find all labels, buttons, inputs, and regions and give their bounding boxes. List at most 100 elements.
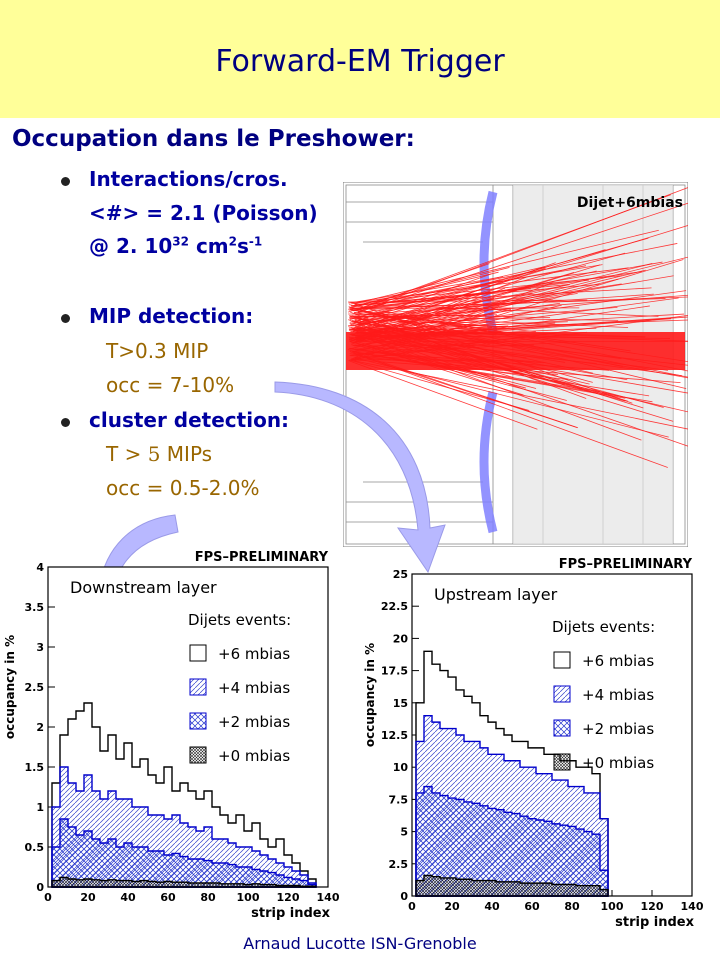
particle-track <box>355 313 685 333</box>
y-tick-label: 7.5 <box>389 793 409 806</box>
y-axis-label: occupancy in % <box>363 643 377 747</box>
y-tick-label: 3 <box>36 641 44 654</box>
title-banner <box>0 0 720 118</box>
y-tick-label: 0 <box>36 881 44 894</box>
section-heading: Occupation dans le Preshower: <box>12 126 415 152</box>
arrow-right <box>274 381 446 574</box>
y-tick-label: 0 <box>400 890 408 903</box>
y-tick-label: 17.5 <box>381 665 408 678</box>
particle-track <box>348 360 538 430</box>
x-tick-label: 60 <box>160 891 176 904</box>
particle-track <box>347 283 622 327</box>
mip-occupancy: occ = 7-10% <box>106 373 235 397</box>
particle-track <box>349 314 487 318</box>
particle-track <box>353 256 688 341</box>
preshower-lower <box>479 390 498 534</box>
particle-track <box>354 287 652 306</box>
legend-swatch <box>189 712 207 730</box>
x-tick-label: 60 <box>524 900 540 913</box>
legend-entry: +4 mbias <box>218 679 290 697</box>
x-tick-label: 140 <box>317 891 340 904</box>
legend-entry: +0 mbias <box>582 754 654 772</box>
x-tick-label: 100 <box>237 891 260 904</box>
y-tick-label: 1.5 <box>25 761 45 774</box>
x-tick-label: 40 <box>120 891 136 904</box>
slide-title: Forward-EM Trigger <box>215 44 505 79</box>
series-2-mbias <box>415 785 609 897</box>
footer-credit: Arnaud Lucotte ISN-Grenoble <box>243 934 477 953</box>
x-tick-label: 120 <box>277 891 300 904</box>
preliminary-stamp: FPS–PRELIMINARY <box>559 557 693 572</box>
event-label: Dijet+6mbias <box>577 195 683 211</box>
legend-swatch <box>189 678 207 696</box>
x-tick-label: 140 <box>681 900 704 913</box>
y-tick-label: 0.5 <box>25 841 45 854</box>
particle-track <box>354 229 659 304</box>
series-0-mbias <box>415 874 609 897</box>
y-tick-label: 10 <box>393 761 409 774</box>
cluster-occupancy: occ = 0.5-2.0% <box>106 476 260 500</box>
x-tick-label: 20 <box>444 900 460 913</box>
particle-track <box>348 267 629 304</box>
bullet-dot <box>61 314 70 323</box>
x-tick-label: 40 <box>484 900 500 913</box>
bullet-interactions: Interactions/cros. <box>89 167 288 191</box>
legend-swatch <box>189 746 207 764</box>
legend-entry: +2 mbias <box>582 720 654 738</box>
particle-track <box>348 298 666 309</box>
legend-entry: +6 mbias <box>582 652 654 670</box>
plot-title: Downstream layer <box>70 578 217 597</box>
track-bundle <box>346 187 688 468</box>
legend-swatch <box>553 719 571 737</box>
particle-track <box>349 351 668 468</box>
particle-track <box>349 292 533 325</box>
legend-swatch <box>553 685 571 703</box>
preliminary-stamp: FPS–PRELIMINARY <box>195 550 329 565</box>
legend-swatch <box>553 753 571 771</box>
y-tick-label: 5 <box>400 826 408 839</box>
legend-entry: +4 mbias <box>582 686 654 704</box>
legend-entry: +0 mbias <box>218 747 290 765</box>
particle-track <box>355 319 688 333</box>
x-axis-label: strip index <box>251 906 330 921</box>
y-tick-label: 20 <box>393 632 409 645</box>
particle-track <box>355 271 643 311</box>
x-tick-label: 100 <box>601 900 624 913</box>
y-tick-label: 3.5 <box>25 601 45 614</box>
x-axis-label: strip index <box>615 915 694 930</box>
particle-track <box>354 252 626 328</box>
bullet-cluster-detection: cluster detection: <box>89 408 290 432</box>
y-tick-label: 4 <box>36 561 44 574</box>
x-tick-label: 0 <box>44 891 52 904</box>
particle-track <box>352 266 545 312</box>
legend-swatch <box>553 651 571 669</box>
particle-track <box>349 279 501 320</box>
x-tick-label: 80 <box>200 891 216 904</box>
x-tick-label: 0 <box>408 900 416 913</box>
y-tick-label: 1 <box>36 801 44 814</box>
particle-track <box>356 194 671 311</box>
legend-entry: +6 mbias <box>218 645 290 663</box>
particle-track <box>354 357 669 438</box>
legend-title: Dijets events: <box>552 618 655 636</box>
x-tick-label: 120 <box>641 900 664 913</box>
series-2-mbias <box>51 818 317 888</box>
cluster-threshold: T > 5 MIPs <box>106 442 213 466</box>
particle-track <box>349 315 629 328</box>
legend-title: Dijets events: <box>188 611 291 629</box>
x-tick-label: 80 <box>564 900 580 913</box>
poisson-mean: <#> = 2.1 (Poisson) <box>89 201 318 225</box>
particle-track <box>351 276 504 304</box>
y-axis-label: occupancy in % <box>3 635 17 739</box>
y-tick-label: 22.5 <box>381 600 408 613</box>
y-tick-label: 15 <box>393 697 408 710</box>
legend-entry: +2 mbias <box>218 713 290 731</box>
y-tick-label: 25 <box>393 568 408 581</box>
y-tick-label: 2 <box>36 721 44 734</box>
luminosity: @ 2. 1032 cm2s-1 <box>89 234 263 258</box>
y-tick-label: 12.5 <box>381 729 408 742</box>
plot-title: Upstream layer <box>434 585 558 604</box>
bullet-dot <box>61 177 70 186</box>
